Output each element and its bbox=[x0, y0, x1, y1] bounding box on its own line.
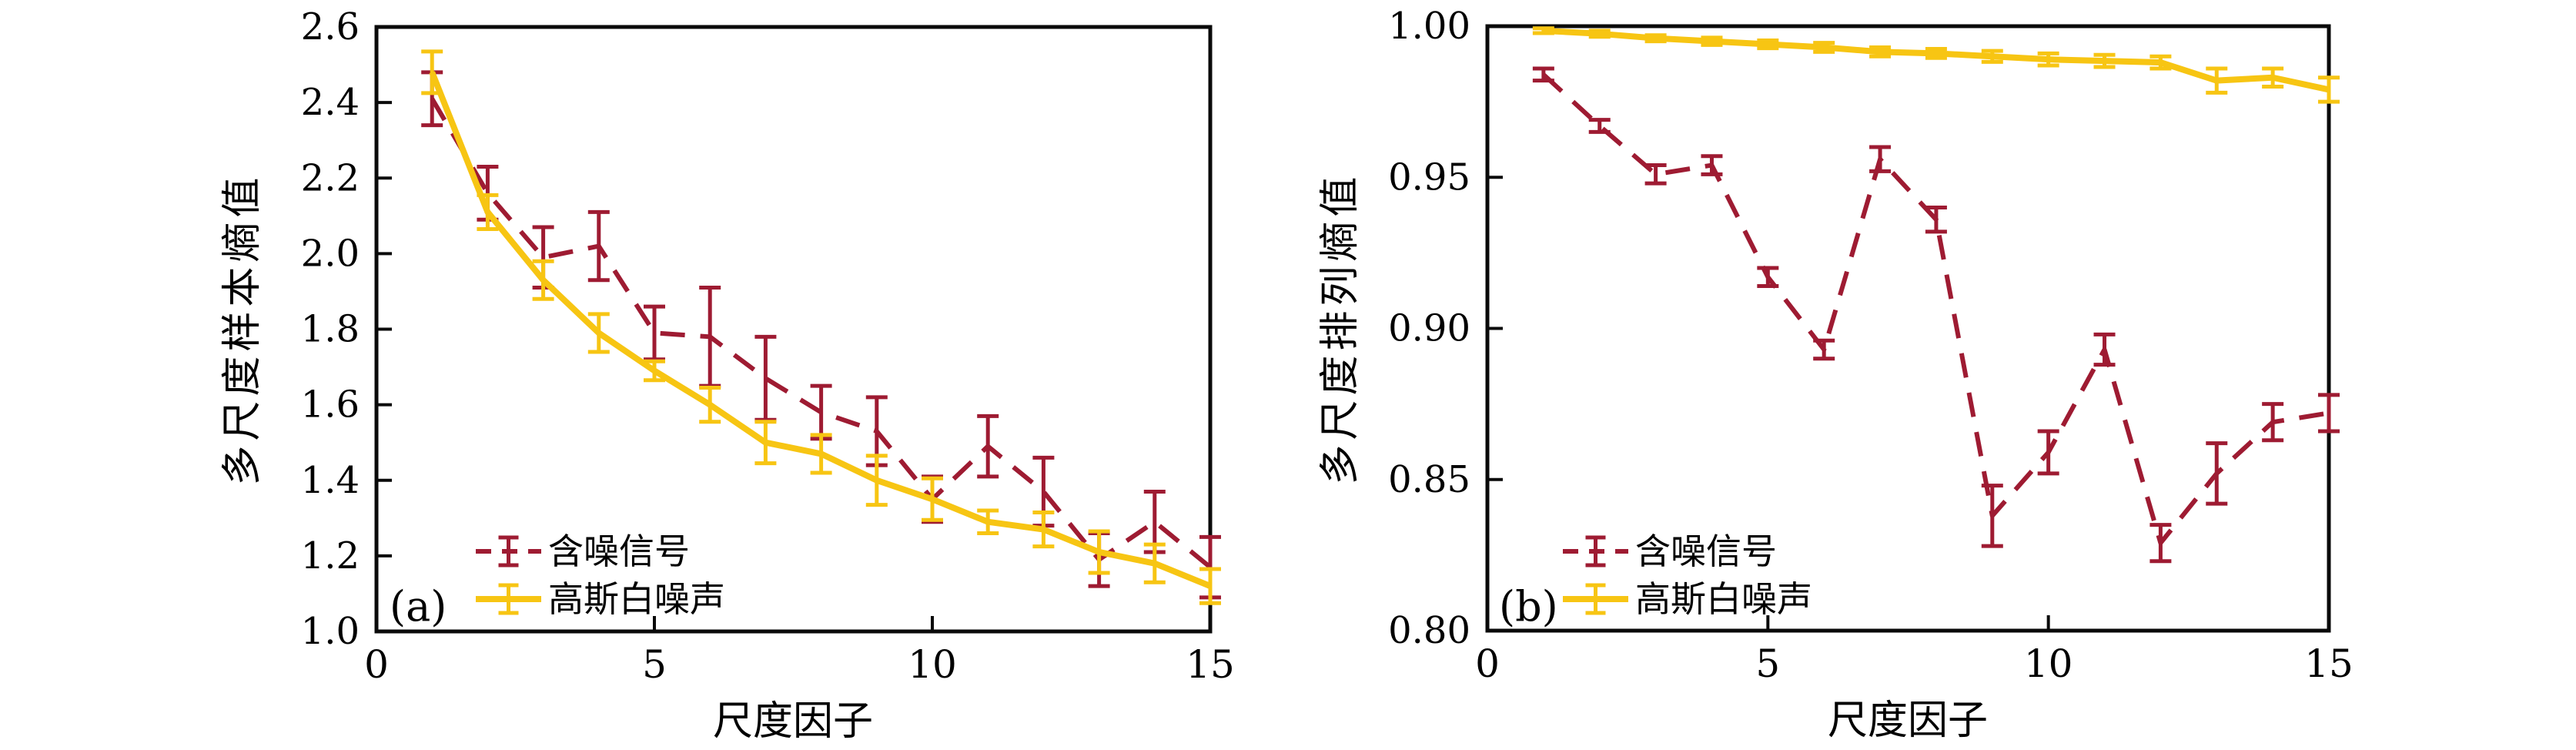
y-tick-label: 1.0 bbox=[301, 610, 360, 653]
x-tick-label: 5 bbox=[642, 642, 667, 687]
y-tick-label: 1.6 bbox=[301, 383, 360, 427]
plot-border bbox=[1485, 24, 2331, 633]
legend-label-gaussian-white-noise: 高斯白噪声 bbox=[1635, 578, 1812, 620]
chart-b: 0.80 0.85 0.90 0.95 1.00 0 5 10 15 尺度因子 多尺度排列熵值 (b)… bbox=[1317, 5, 2354, 744]
x-tick-label: 15 bbox=[1186, 642, 1235, 687]
legend-item-noisy-signal: 含噪信号 bbox=[1563, 531, 1777, 572]
y-tick-label: 1.8 bbox=[301, 308, 360, 351]
y-tick-label: 1.2 bbox=[301, 534, 360, 578]
legend-label-noisy-signal: 含噪信号 bbox=[1635, 531, 1777, 572]
x-tick-label: 10 bbox=[908, 642, 957, 687]
series-noisy-signal bbox=[1532, 66, 2340, 564]
x-axis-label: 尺度因子 bbox=[1828, 698, 1988, 744]
series-gaussian-white-noise-line bbox=[1543, 27, 2330, 93]
series-noisy-signal bbox=[421, 70, 1221, 600]
y-tick-label: 2.4 bbox=[301, 81, 360, 124]
x-tick-label: 10 bbox=[2024, 641, 2073, 686]
legend-label-noisy-signal: 含噪信号 bbox=[548, 531, 690, 572]
series-noisy-signal-errorbar bbox=[754, 334, 777, 422]
chart-a: 1.0 1.2 1.4 1.6 1.8 2.0 2.2 2.4 2.6 0 5 10 15 尺度因子 多尺度… bbox=[219, 5, 1235, 745]
legend-label-gaussian-white-noise: 高斯白噪声 bbox=[548, 578, 725, 620]
series-noisy-signal-line bbox=[1541, 72, 2330, 546]
y-tick-label: 2.6 bbox=[301, 5, 360, 49]
series-gaussian-white-noise-line bbox=[429, 71, 1212, 589]
x-tick-label: 5 bbox=[1755, 641, 1780, 686]
y-axis-label: 多尺度排列熵值 bbox=[1317, 172, 1363, 484]
y-tick-label: 0.85 bbox=[1388, 458, 1470, 501]
panel-label: (b) bbox=[1499, 582, 1558, 631]
y-axis-label: 多尺度样本熵值 bbox=[219, 172, 266, 485]
y-tick-label: 1.00 bbox=[1388, 5, 1470, 48]
panel-label: (a) bbox=[390, 582, 447, 631]
y-tick-label: 2.2 bbox=[301, 156, 360, 199]
y-tick-label: 0.80 bbox=[1388, 609, 1470, 652]
y-tick-label: 1.4 bbox=[301, 459, 360, 502]
x-tick-label: 15 bbox=[2304, 641, 2354, 686]
series-noisy-signal-errorbar bbox=[2318, 393, 2340, 434]
series-gaussian-white-noise bbox=[1532, 26, 2340, 104]
legend-item-noisy-signal: 含噪信号 bbox=[476, 531, 690, 572]
x-tick-label: 0 bbox=[364, 642, 389, 687]
series-noisy-signal-line bbox=[430, 97, 1212, 569]
y-tick-label: 0.95 bbox=[1388, 156, 1470, 199]
legend-item-gaussian-white-noise: 高斯白噪声 bbox=[476, 578, 725, 620]
y-tick-label: 0.90 bbox=[1388, 307, 1470, 350]
x-axis-label: 尺度因子 bbox=[713, 698, 873, 745]
y-tick-label: 2.0 bbox=[301, 232, 360, 275]
legend-item-gaussian-white-noise: 高斯白噪声 bbox=[1563, 578, 1812, 620]
x-tick-label: 0 bbox=[1475, 641, 1500, 686]
series-gaussian-white-noise bbox=[421, 49, 1221, 605]
